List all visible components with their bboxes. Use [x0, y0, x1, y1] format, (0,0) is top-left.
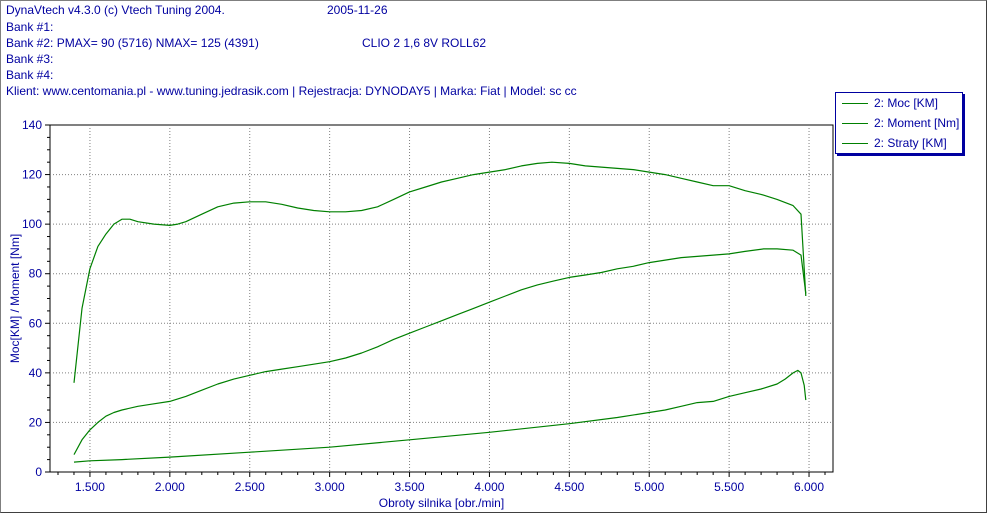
x-tick-label: 4.500 [554, 480, 584, 494]
y-tick-label: 0 [35, 465, 42, 479]
bank4-line: Bank #4: [6, 68, 54, 82]
y-tick-label: 60 [29, 316, 43, 330]
x-tick-label: 6.000 [794, 480, 824, 494]
y-tick-label: 140 [22, 118, 42, 132]
x-axis-title: Obroty silnika [obr./min] [379, 496, 504, 510]
legend-label-straty: 2: Straty [KM] [874, 136, 947, 150]
x-tick-label: 3.500 [395, 480, 425, 494]
x-tick-label: 4.000 [474, 480, 504, 494]
header-app-line: DynaVtech v4.3.0 (c) Vtech Tuning 2004. [6, 2, 225, 18]
legend-item-moc[interactable]: 2: Moc [KM] [836, 93, 962, 113]
legend: 2: Moc [KM] 2: Moment [Nm] 2: Straty [KM… [835, 92, 963, 154]
x-tick-label: 1.500 [75, 480, 105, 494]
bank1-line: Bank #1: [6, 20, 54, 34]
bank2-line: Bank #2: PMAX= 90 (5716) NMAX= 125 (4391… [6, 36, 259, 50]
x-tick-label: 2.500 [235, 480, 265, 494]
app-title: DynaVtech v4.3.0 (c) Vtech Tuning 2004. [6, 3, 225, 17]
legend-swatch-moment [842, 123, 868, 124]
axis-ticks: 0 20 40 60 80 100 120 140 1.500 2.000 2.500 3.000 3.… [22, 118, 826, 494]
x-tick-label: 2.000 [155, 480, 185, 494]
legend-label-moment: 2: Moment [Nm] [874, 116, 960, 130]
plot-area [49, 124, 834, 473]
y-tick-label: 20 [29, 415, 43, 429]
grid [50, 125, 833, 472]
x-tick-label: 5.500 [714, 480, 744, 494]
legend-swatch-straty [842, 143, 868, 144]
y-tick-label: 120 [22, 168, 42, 182]
y-axis-title: Moc[KM] / Moment [Nm] [8, 234, 22, 363]
y-tick-label: 80 [29, 267, 43, 281]
bank2-model: CLIO 2 1,6 8V ROLL62 [362, 36, 487, 50]
header-date: 2005-11-26 [327, 3, 388, 17]
moment-line [73, 161, 807, 383]
legend-item-moment[interactable]: 2: Moment [Nm] [836, 113, 962, 133]
y-tick-label: 40 [29, 366, 43, 380]
x-tick-label: 5.000 [634, 480, 664, 494]
client-line: Klient: www.centomania.pl - www.tuning.j… [6, 84, 577, 98]
legend-swatch-moc [842, 103, 868, 104]
series-lines [73, 161, 807, 463]
legend-item-straty[interactable]: 2: Straty [KM] [836, 133, 962, 153]
straty-line [73, 369, 807, 463]
y-tick-label: 100 [22, 217, 42, 231]
moc-line [73, 248, 807, 455]
legend-label-moc: 2: Moc [KM] [874, 96, 939, 110]
bank3-line: Bank #3: [6, 52, 54, 66]
x-tick-label: 3.000 [315, 480, 345, 494]
